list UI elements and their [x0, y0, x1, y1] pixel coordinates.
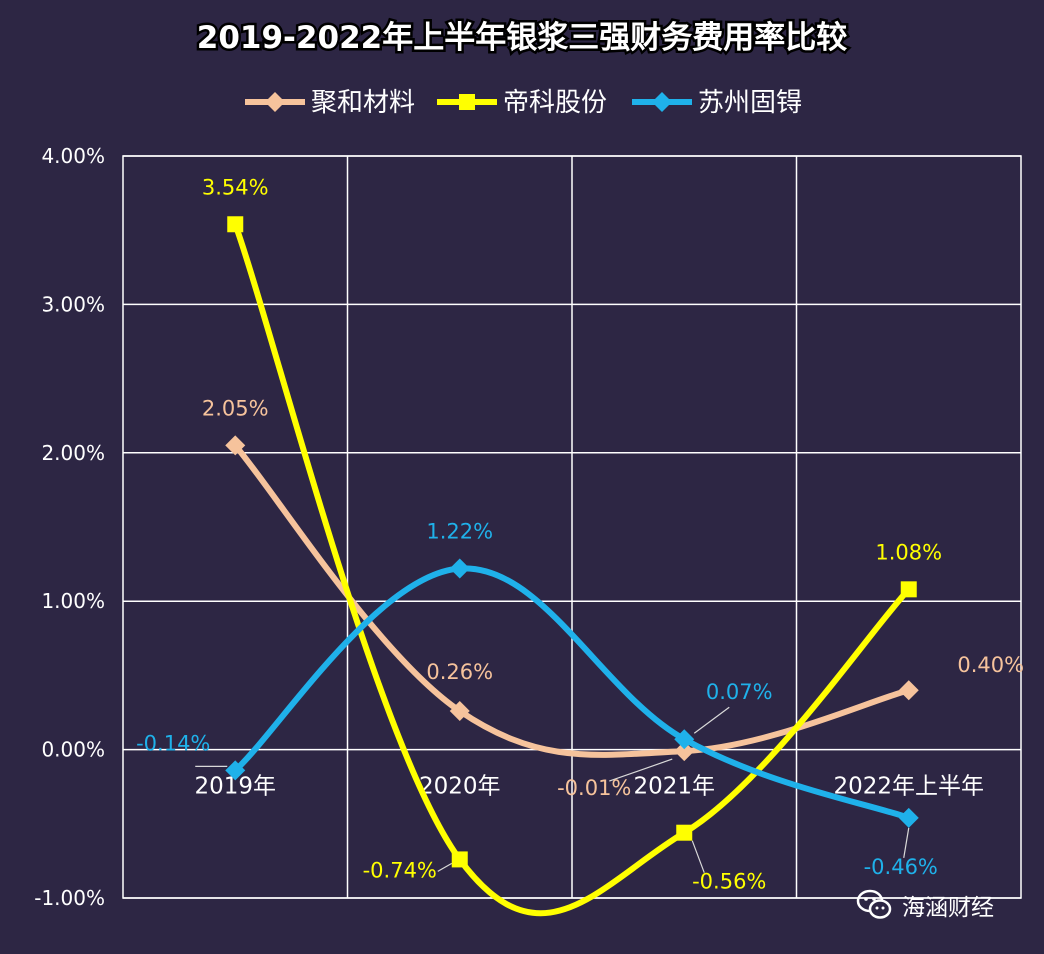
series-lines [232, 221, 912, 917]
legend-marker [459, 94, 475, 110]
series-markers [225, 216, 919, 868]
watermark-text: 海涵财经 [902, 895, 994, 921]
y-tick-label: 4.00% [41, 144, 105, 168]
data-point [225, 760, 246, 781]
data-label: 0.40% [957, 653, 1024, 677]
y-tick-label: -1.00% [34, 886, 105, 910]
label-leader-lines [195, 706, 910, 873]
data-point [674, 741, 695, 762]
data-point [225, 435, 246, 456]
y-tick-label: 0.00% [41, 738, 105, 762]
series-line [232, 221, 912, 917]
chart-title: 2019-2022年上半年银浆三强财务费用率比较 [197, 20, 847, 56]
y-tick-label: 3.00% [41, 292, 105, 316]
data-point [898, 680, 919, 701]
x-axis-ticks: 2019年 2020年 2021年 2022年上半年 [194, 774, 984, 800]
data-labels: 2.05% 0.26% -0.01% 0.40% 3.54% -0.74% -0.56% 1.… [136, 175, 1024, 893]
legend-label: 聚和材料 [311, 88, 415, 118]
legend-label: 苏州固锝 [698, 88, 802, 118]
data-label: 0.26% [426, 660, 493, 684]
data-label: 3.54% [202, 175, 269, 199]
data-label: 1.08% [875, 540, 942, 564]
data-label: -0.74% [363, 858, 437, 882]
legend-entry: 聚和材料 [245, 88, 415, 118]
data-point [449, 701, 470, 722]
leader-line [691, 840, 705, 873]
legend-entry: 帝科股份 [437, 88, 607, 118]
x-tick-label: 2020年 [419, 774, 501, 800]
leader-line [903, 827, 910, 858]
leader-line [437, 862, 453, 872]
grid [122, 155, 1022, 899]
y-axis-ticks: -1.00% 0.00% 1.00% 2.00% 3.00% 4.00% [34, 144, 105, 910]
leader-line [609, 758, 673, 782]
data-label: -0.56% [692, 870, 766, 894]
data-label: -0.01% [557, 776, 631, 800]
data-point [451, 851, 468, 868]
legend-label: 帝科股份 [503, 88, 607, 118]
series-line [232, 565, 912, 821]
data-label: 1.22% [426, 520, 493, 544]
leader-line [693, 706, 730, 734]
data-label: 0.07% [706, 680, 773, 704]
legend-marker [652, 92, 672, 112]
data-label: -0.46% [864, 855, 938, 879]
series-line [232, 442, 912, 758]
data-point [898, 807, 919, 828]
y-tick-label: 1.00% [41, 589, 105, 613]
data-point [676, 824, 693, 841]
data-point [449, 558, 470, 579]
legend-marker [265, 92, 285, 112]
data-point [227, 216, 244, 233]
data-point [900, 581, 917, 598]
watermark: 海涵财经 [856, 889, 994, 921]
data-label: -0.14% [136, 731, 210, 755]
data-label: 2.05% [202, 396, 269, 420]
data-point [674, 729, 695, 750]
x-tick-label: 2021年 [633, 774, 715, 800]
legend: 聚和材料 帝科股份 苏州固锝 [245, 88, 802, 118]
y-tick-label: 2.00% [41, 441, 105, 465]
x-tick-label: 2022年上半年 [833, 774, 984, 800]
legend-entry: 苏州固锝 [632, 88, 802, 118]
wechat-icon [856, 889, 892, 919]
